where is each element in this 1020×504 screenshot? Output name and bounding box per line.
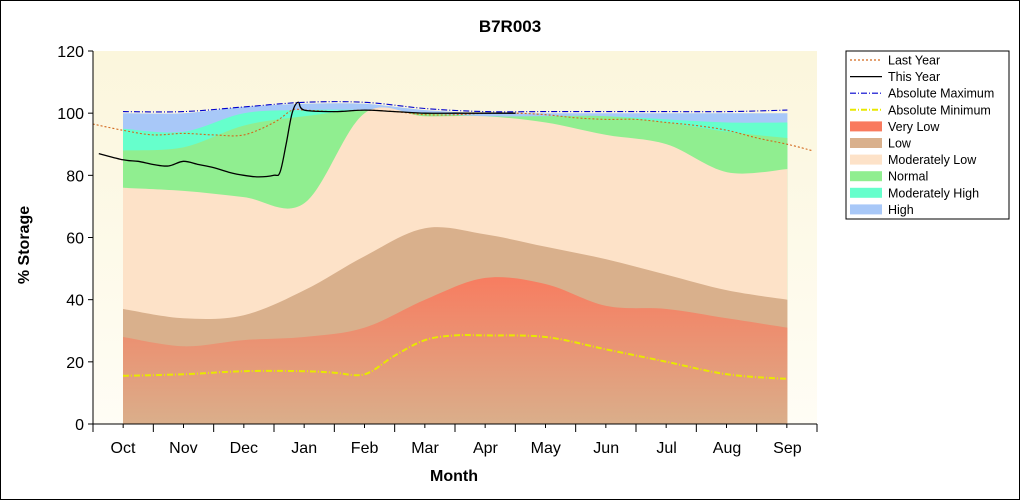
x-tick-label-apr: Apr: [473, 440, 499, 457]
line-absolute-minimum: [122, 333, 788, 380]
band-very-low: [123, 277, 788, 424]
legend-label-moderately-high: Moderately High: [888, 186, 979, 200]
legend-swatch-very-low: [850, 121, 882, 132]
line-last-year: [92, 108, 812, 152]
line-absolute-maximum: [122, 101, 788, 113]
legend-swatch-moderately-low: [850, 154, 882, 165]
y-tick-label-0: 0: [75, 417, 84, 434]
legend-swatch-normal: [850, 171, 882, 182]
chart-title: B7R003: [479, 17, 541, 36]
legend-label-last-year: Last Year: [888, 54, 940, 68]
x-tick-label-dec: Dec: [230, 440, 258, 457]
legend-label-normal: Normal: [888, 170, 928, 184]
legend-label-absolute-minimum: Absolute Minimum: [888, 103, 991, 117]
y-tick-label-40: 40: [66, 293, 84, 310]
legend-label-moderately-low: Moderately Low: [888, 153, 977, 167]
x-tick-label-may: May: [531, 440, 561, 457]
legend-swatch-low: [850, 138, 882, 148]
y-tick-label-60: 60: [66, 231, 84, 248]
x-tick-label-nov: Nov: [169, 440, 197, 457]
y-axis-label: % Storage: [16, 206, 33, 284]
series-lines: [92, 101, 812, 380]
x-tick-label-jan: Jan: [291, 440, 317, 457]
legend-label-very-low: Very Low: [888, 120, 940, 134]
legend-swatch-moderately-high: [850, 187, 882, 198]
x-tick-label-sep: Sep: [773, 440, 802, 457]
legend-label-this-year: This Year: [888, 70, 940, 84]
legend-swatch-high: [850, 204, 882, 215]
legend-label-high: High: [888, 203, 914, 217]
axes: 0 20 40 60 80 100 120 Oct Nov Dec Jan Feb Mar Apr May J…: [57, 44, 818, 457]
legend-label-absolute-maximum: Absolute Maximum: [888, 87, 994, 101]
x-tick-label-oct: Oct: [111, 440, 136, 457]
y-tick-label-100: 100: [57, 106, 84, 123]
legend-label-low: Low: [888, 137, 912, 151]
x-tick-label-mar: Mar: [411, 440, 439, 457]
x-tick-label-jun: Jun: [593, 440, 619, 457]
band-areas: [123, 103, 788, 425]
x-tick-label-jul: Jul: [656, 440, 676, 457]
y-tick-label-80: 80: [66, 168, 84, 185]
line-this-year: [98, 101, 516, 178]
x-axis-label: Month: [430, 468, 478, 485]
legend: Last Year This Year Absolute Maximum Absolu…: [845, 50, 1010, 220]
y-tick-label-20: 20: [66, 355, 84, 372]
x-tick-label-feb: Feb: [351, 440, 379, 457]
y-tick-label-120: 120: [57, 44, 84, 61]
x-tick-label-aug: Aug: [713, 440, 741, 457]
